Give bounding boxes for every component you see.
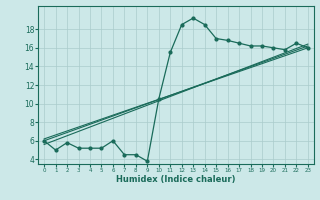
X-axis label: Humidex (Indice chaleur): Humidex (Indice chaleur) — [116, 175, 236, 184]
